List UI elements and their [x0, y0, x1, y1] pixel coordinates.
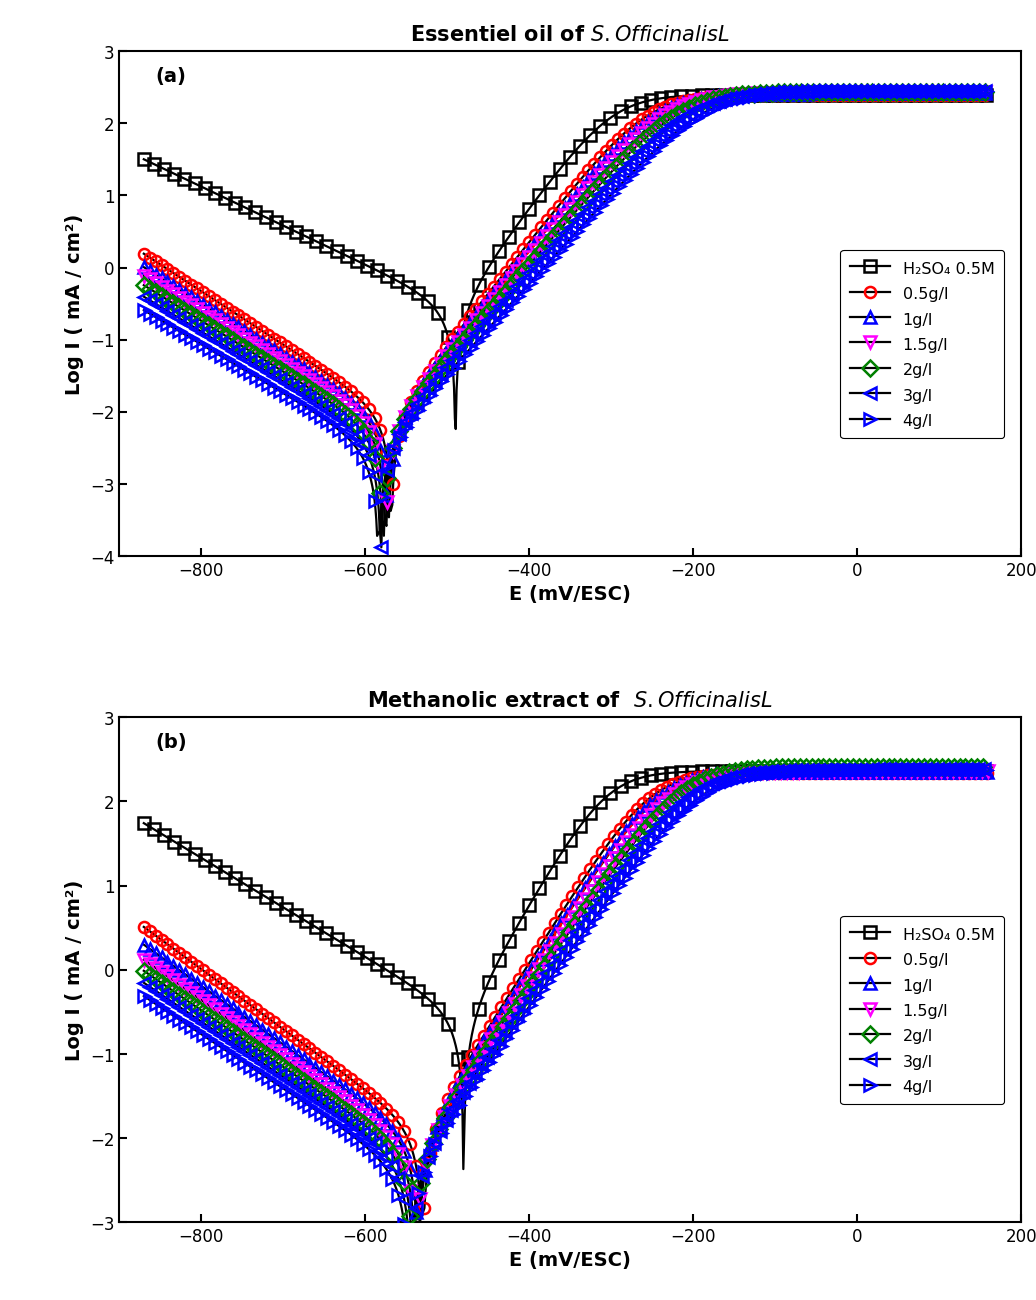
Legend: H₂SO₄ 0.5M, 0.5g/l, 1g/l, 1.5g/l, 2g/l, 3g/l, 4g/l: H₂SO₄ 0.5M, 0.5g/l, 1g/l, 1.5g/l, 2g/l, …	[840, 916, 1004, 1104]
Text: (a): (a)	[155, 68, 186, 86]
Title: Essentiel oil of $\mathit{S. Officinalis L}$: Essentiel oil of $\mathit{S. Officinalis…	[410, 25, 729, 46]
Y-axis label: Log I ( mA / cm²): Log I ( mA / cm²)	[65, 213, 84, 395]
Title: Methanolic extract of  $\mathit{S. Officinalis L}$: Methanolic extract of $\mathit{S. Offici…	[367, 690, 773, 711]
X-axis label: E (mV/ESC): E (mV/ESC)	[509, 585, 631, 603]
X-axis label: E (mV/ESC): E (mV/ESC)	[509, 1251, 631, 1269]
Y-axis label: Log I ( mA / cm²): Log I ( mA / cm²)	[65, 879, 84, 1061]
Legend: H₂SO₄ 0.5M, 0.5g/l, 1g/l, 1.5g/l, 2g/l, 3g/l, 4g/l: H₂SO₄ 0.5M, 0.5g/l, 1g/l, 1.5g/l, 2g/l, …	[840, 251, 1004, 438]
Text: (b): (b)	[155, 733, 186, 751]
